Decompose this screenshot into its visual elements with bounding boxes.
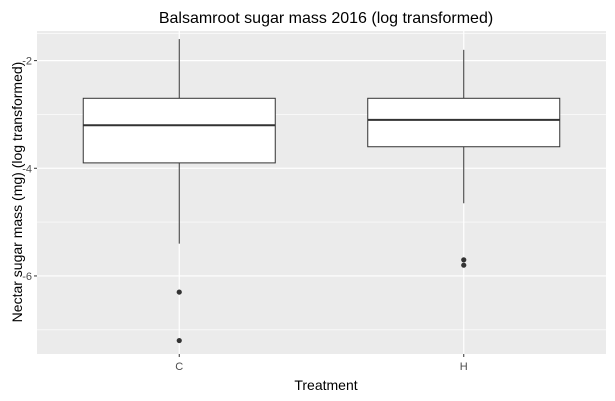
x-tick-label-H: H — [460, 361, 468, 373]
chart-title: Balsamroot sugar mass 2016 (log transfor… — [159, 10, 493, 27]
plot-panel — [37, 31, 606, 354]
iqr-box — [367, 97, 561, 148]
iqr-box — [82, 97, 276, 164]
y-axis-title: Nectar sugar mass (mg) (log transformed) — [9, 62, 25, 323]
axis-layer: -2 -4 -6 C H — [22, 56, 468, 373]
x-tick-label-C: C — [175, 361, 183, 373]
box-layer — [82, 39, 561, 344]
outlier-point-0 — [176, 289, 182, 295]
outlier-point-0 — [461, 257, 467, 263]
y-tick-label-0: -2 — [22, 56, 32, 68]
box-H — [367, 49, 561, 268]
y-tick-label-2: -6 — [22, 271, 32, 283]
y-tick-label-1: -4 — [22, 163, 32, 175]
box-C — [82, 39, 276, 344]
x-axis-title: Treatment — [294, 377, 357, 393]
outlier-point-1 — [176, 337, 182, 344]
outlier-point-1 — [461, 262, 467, 268]
